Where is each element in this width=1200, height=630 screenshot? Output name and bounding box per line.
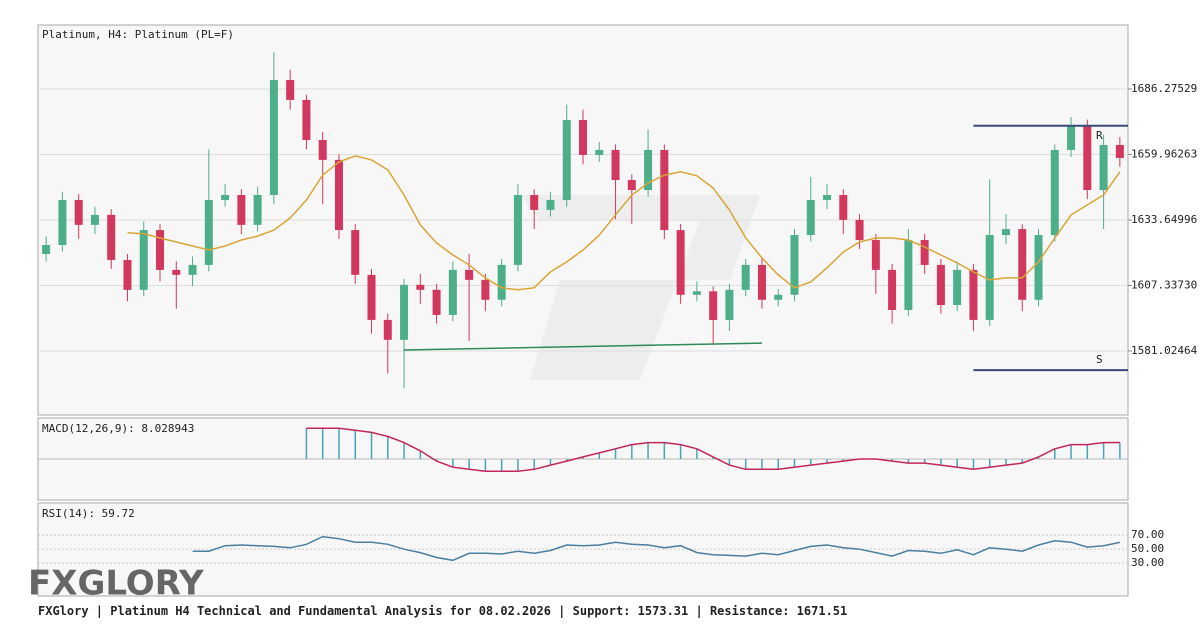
candle-body <box>985 235 994 320</box>
candle-body <box>107 214 116 260</box>
candle-body <box>172 269 181 275</box>
macd-last: 8.028943 <box>141 422 194 435</box>
y-tick-label: 1581.02464 <box>1131 344 1198 357</box>
candle-body <box>448 269 457 315</box>
candle-body <box>757 264 766 300</box>
candle-body <box>920 240 929 265</box>
candle-body <box>432 289 441 315</box>
rsi-line <box>192 535 1121 562</box>
candle-body <box>579 120 587 155</box>
candle-body <box>253 194 262 225</box>
rsi-tick-label: 70.00 <box>1131 528 1164 541</box>
candle-body <box>1067 125 1076 150</box>
candle-body <box>465 269 474 280</box>
candle-body <box>595 149 604 155</box>
candle-body <box>969 269 978 320</box>
y-tick-label: 1686.27529 <box>1131 82 1197 95</box>
candle-body <box>562 120 571 200</box>
candle-body <box>676 230 685 295</box>
candle-body <box>725 289 734 320</box>
candle-body <box>692 291 701 295</box>
candle-body <box>627 180 636 191</box>
footer-text: FXGlory | Platinum H4 Technical and Fund… <box>38 604 565 618</box>
brand-logo: FXGLORY <box>28 564 204 604</box>
resistance-mark: R <box>1096 129 1103 142</box>
y-tick-label: 1659.96263 <box>1131 148 1197 161</box>
rsi-label: RSI(14): 59.72 <box>42 507 135 520</box>
candle-body <box>871 240 880 270</box>
candle-body <box>302 99 311 140</box>
trendline <box>404 342 762 351</box>
candle-body <box>709 291 718 320</box>
candle-body <box>904 240 913 310</box>
candle-body <box>156 230 165 270</box>
candle-body <box>953 269 962 305</box>
candle-body <box>611 149 620 181</box>
moving-average <box>127 155 1121 291</box>
candle-body <box>1099 144 1108 191</box>
candle-body <box>1050 149 1059 236</box>
candle-body <box>139 230 148 290</box>
rsi-tick-label: 50.00 <box>1131 542 1164 555</box>
chart-title: Platinum, H4: Platinum (PL=F) <box>42 28 234 41</box>
candle-body <box>660 149 669 231</box>
candle-body <box>42 245 51 254</box>
y-tick-label: 1633.64996 <box>1131 213 1197 226</box>
candle-body <box>839 194 848 220</box>
candle-body <box>513 194 522 265</box>
macd-line <box>306 427 1120 473</box>
candle-body <box>644 149 653 191</box>
footer-support: 1573.31 <box>638 604 689 618</box>
candle-body <box>1083 125 1092 191</box>
footer-resistance: 1671.51 <box>797 604 848 618</box>
candle-body <box>416 284 425 290</box>
candle-body <box>823 194 832 200</box>
candle-body <box>936 264 945 305</box>
candle-body <box>1001 229 1010 236</box>
candle-body <box>546 199 555 210</box>
candle-body <box>318 139 327 160</box>
macd-label: MACD(12,26,9): 8.028943 <box>42 422 194 435</box>
candle-body <box>204 199 213 265</box>
footer-support-label: Support: <box>573 604 631 618</box>
footer: FXGlory | Platinum H4 Technical and Fund… <box>38 604 847 618</box>
watermark <box>520 195 760 380</box>
rsi-last: 59.72 <box>102 507 135 520</box>
candle-body <box>481 279 490 300</box>
candle-body <box>269 80 278 195</box>
candle-body <box>497 264 506 300</box>
candle-body <box>790 235 799 295</box>
candle-body <box>334 159 343 231</box>
candle-body <box>1115 144 1124 158</box>
rsi-title: RSI(14): <box>42 507 95 520</box>
candle-body <box>774 294 783 300</box>
y-tick-label: 1607.33730 <box>1131 278 1197 291</box>
candle-body <box>855 219 864 241</box>
candle-body <box>367 274 376 320</box>
candle-body <box>1018 229 1027 300</box>
candle-body <box>123 259 132 290</box>
candle-body <box>888 269 897 310</box>
candle-body <box>400 284 409 340</box>
candle-body <box>237 194 246 225</box>
candle-body <box>90 214 99 225</box>
macd-title: MACD(12,26,9): <box>42 422 135 435</box>
support-mark: S <box>1096 353 1103 366</box>
candle-body <box>286 80 295 100</box>
candle-body <box>74 199 83 225</box>
rsi-tick-label: 30.00 <box>1131 556 1164 569</box>
candle-body <box>530 194 539 210</box>
footer-resistance-label: Resistance: <box>710 604 789 618</box>
candle-body <box>221 194 230 200</box>
candle-body <box>58 199 67 246</box>
footer-separator: | <box>695 604 702 618</box>
candle-body <box>1034 235 1043 300</box>
candle-body <box>188 264 197 275</box>
candle-body <box>383 319 392 340</box>
candle-body <box>806 199 815 236</box>
candle-body <box>741 264 750 290</box>
candle-body <box>351 230 360 275</box>
